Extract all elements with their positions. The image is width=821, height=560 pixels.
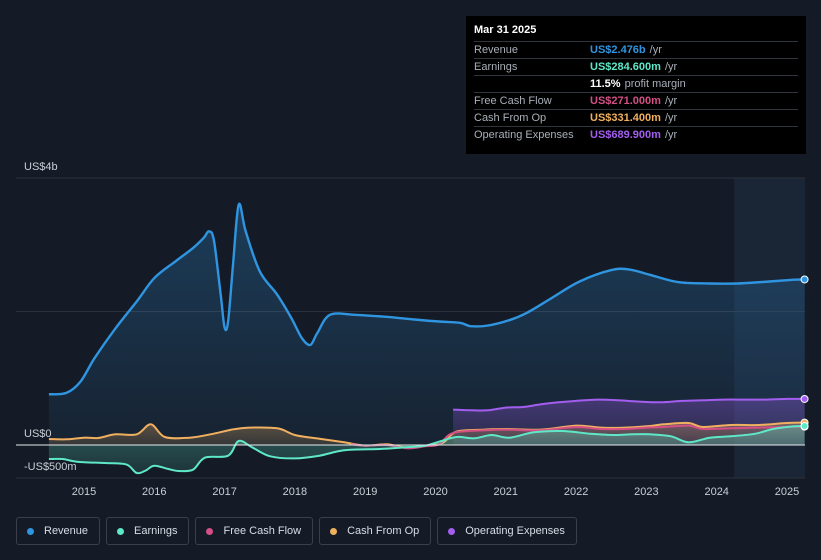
tooltip-row-unit: /yr — [664, 61, 678, 73]
legend-label: Free Cash Flow — [223, 525, 302, 537]
tooltip-row-unit: /yr — [664, 112, 678, 124]
legend-item-earnings[interactable]: Earnings — [106, 517, 190, 545]
tooltip-row-value: US$2.476b — [590, 44, 646, 56]
x-tick-label: 2020 — [423, 486, 447, 498]
x-tick-label: 2017 — [212, 486, 236, 498]
x-tick-label: 2016 — [142, 486, 166, 498]
tooltip-row: Earnings US$284.600m/yr — [474, 59, 798, 76]
tooltip-row: 11.5% profit margin — [474, 76, 798, 93]
x-tick-label: 2019 — [353, 486, 377, 498]
x-axis-labels: 2015 2016 2017 2018 2019 2020 2021 2022 2023 2024… — [72, 486, 799, 498]
tooltip-date: Mar 31 2025 — [474, 22, 798, 42]
x-tick-label: 2024 — [704, 486, 728, 498]
tooltip-row: Free Cash Flow US$271.000m/yr — [474, 93, 798, 110]
legend-item-revenue[interactable]: Revenue — [16, 517, 101, 545]
tooltip-row-value: US$331.400m — [590, 112, 661, 124]
earnings-endpoint — [800, 421, 809, 430]
legend-dot-icon — [448, 527, 456, 535]
legend: Revenue Earnings Free Cash Flow Cash From O… — [16, 517, 577, 545]
series-layer — [48, 202, 805, 475]
y-tick-label: US$0 — [24, 428, 52, 440]
earnings-line — [48, 424, 805, 475]
tooltip-row-unit: /yr — [664, 95, 678, 107]
x-tick-label: 2015 — [72, 486, 96, 498]
tooltip-row: Revenue US$2.476b/yr — [474, 42, 798, 59]
tooltip-row-unit: /yr — [664, 129, 678, 141]
legend-dot-icon — [117, 527, 125, 535]
tooltip-row: Cash From Op US$331.400m/yr — [474, 110, 798, 127]
tooltip-row-label — [474, 76, 590, 92]
legend-dot-icon — [330, 527, 338, 535]
legend-label: Revenue — [44, 525, 89, 537]
x-tick-label: 2025 — [775, 486, 799, 498]
tooltip-row-label: Operating Expenses — [474, 129, 574, 141]
legend-dot-icon — [206, 527, 214, 535]
y-tick-label: US$4b — [24, 161, 58, 173]
x-tick-label: 2023 — [634, 486, 658, 498]
free-cash-flow-line — [350, 424, 805, 450]
revenue-area — [48, 203, 805, 445]
tooltip-row-value: US$271.000m — [590, 95, 661, 107]
revenue-line — [48, 202, 805, 396]
legend-item-cash-from-op[interactable]: Cash From Op — [319, 517, 432, 545]
tooltip-row-label: Free Cash Flow — [474, 95, 552, 107]
tooltip-rows: Revenue US$2.476b/yr Earnings US$284.600m/y… — [474, 42, 798, 143]
legend-label: Earnings — [134, 525, 178, 537]
legend-item-operating-expenses[interactable]: Operating Expenses — [437, 517, 577, 545]
tooltip-panel: Mar 31 2025 Revenue US$2.476b/yr Earnings U… — [466, 16, 806, 154]
legend-label: Cash From Op — [347, 525, 420, 537]
tooltip-row-value: US$284.600m — [590, 61, 661, 73]
revenue-endpoint — [800, 275, 809, 284]
legend-label: Operating Expenses — [465, 525, 565, 537]
x-tick-label: 2018 — [283, 486, 307, 498]
operating-expenses-line — [453, 397, 805, 412]
tooltip-row-label: Earnings — [474, 61, 518, 73]
legend-dot-icon — [27, 527, 34, 535]
tooltip-row-unit: profit margin — [624, 78, 686, 90]
tooltip-row-label: Cash From Op — [474, 112, 547, 124]
earnings-area — [48, 425, 805, 474]
tooltip-row: Operating Expenses US$689.900m/yr — [474, 127, 798, 143]
series-endpoints — [800, 275, 809, 431]
x-tick-label: 2021 — [494, 486, 518, 498]
y-axis-labels: US$4b US$0 -US$500m — [24, 161, 77, 473]
legend-item-free-cash-flow[interactable]: Free Cash Flow — [195, 517, 314, 545]
tooltip-row-label: Revenue — [474, 44, 519, 56]
y-tick-label: -US$500m — [24, 461, 77, 473]
tooltip-row-value: US$689.900m — [590, 129, 661, 141]
x-tick-label: 2022 — [564, 486, 588, 498]
operating-expenses-endpoint — [800, 394, 809, 403]
tooltip-row-unit: /yr — [649, 44, 662, 56]
tooltip-row-value: 11.5% — [590, 78, 621, 90]
